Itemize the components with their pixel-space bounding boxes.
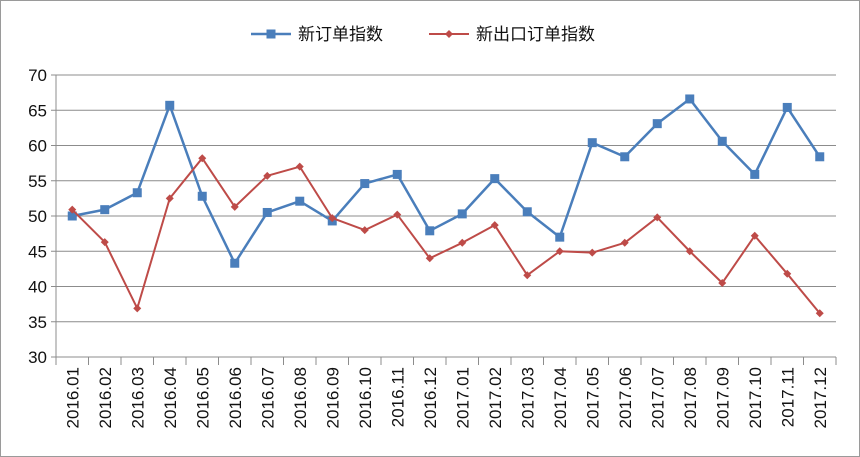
y-tick-label: 55 [28,172,47,191]
data-point [132,188,142,198]
data-point [425,226,435,236]
x-tick-label: 2017.07 [648,367,667,428]
x-tick-label: 2017.09 [713,367,732,428]
data-point [295,162,304,171]
data-point [263,171,272,180]
data-point [133,304,142,313]
data-point [815,152,825,162]
data-point [782,102,792,112]
data-point [67,211,77,221]
y-tick-label: 30 [28,348,47,367]
legend-label-series-1: 新订单指数 [298,25,383,45]
data-point [652,119,662,129]
series-group [67,94,825,318]
legend-marker-series-2 [445,30,453,38]
axes [55,75,836,358]
data-point [815,309,824,318]
y-tick-label: 70 [28,66,47,85]
data-point [230,258,240,268]
data-point [653,213,662,222]
data-point [100,238,109,247]
data-point [750,169,760,179]
data-point [230,202,239,211]
data-point [197,191,207,201]
data-point [393,210,402,219]
x-tick-label: 2017.10 [746,367,765,428]
x-tick-label: 2017.08 [681,367,700,428]
x-tick-label: 2016.05 [193,367,212,428]
data-point [718,278,727,287]
data-point [685,94,695,104]
data-point [685,247,694,256]
y-tick-label: 45 [28,242,47,261]
data-point [165,194,174,203]
y-tick-label: 60 [28,137,47,156]
x-tick-label: 2016.09 [323,367,342,428]
y-tick-label: 65 [28,101,47,120]
data-point [490,174,500,184]
x-tick-label: 2016.10 [356,367,375,428]
data-point [522,207,532,217]
data-point [457,209,467,219]
data-point [100,205,110,215]
data-point [587,138,597,148]
x-tick-label: 2016.04 [161,367,180,428]
data-point [198,154,207,163]
x-tick-label: 2017.04 [551,367,570,428]
x-tick-label: 2017.12 [811,367,830,428]
series-line-1 [72,97,821,265]
x-tick-label: 2016.03 [128,367,147,428]
x-axis-tick-labels: 2016.01 2016.02 2016.03 2016.04 2016.05 2016.… [55,357,837,428]
x-tick-label: 2016.11 [388,367,407,427]
data-point [490,221,499,230]
data-point [555,247,564,256]
x-tick-label: 2016.01 [63,367,82,428]
series-2 [68,154,824,318]
data-point [783,269,792,278]
data-point [165,100,175,110]
legend-item-series-1: 新订单指数 [251,25,383,45]
x-tick-label: 2017.01 [453,367,472,428]
y-axis-tick-labels: 30 35 40 45 50 55 60 65 70 [28,66,47,367]
data-point [262,207,272,217]
x-tick-label: 2016.12 [421,367,440,428]
data-point [68,205,77,214]
data-point [295,196,305,206]
x-tick-label: 2017.06 [616,367,635,428]
series-line-2 [71,157,821,314]
data-point [458,238,467,247]
x-tick-label: 2017.03 [518,367,537,428]
x-tick-label: 2016.08 [291,367,310,428]
data-point [360,226,369,235]
series-1 [67,94,825,268]
y-tick-label: 40 [28,278,47,297]
legend-label-series-2: 新出口订单指数 [476,25,595,45]
x-tick-label: 2016.06 [226,367,245,428]
data-point [523,271,532,280]
legend-marker-series-1 [266,29,276,39]
data-point [392,169,402,179]
x-tick-label: 2017.05 [583,367,602,428]
data-point [588,248,597,257]
y-tick-label: 35 [28,313,47,332]
data-point [717,136,727,146]
gridlines [51,74,836,358]
data-point [555,232,565,242]
legend-item-series-2: 新出口订单指数 [429,25,595,45]
data-point [620,238,629,247]
x-tick-label: 2016.07 [258,367,277,428]
y-tick-label: 50 [28,207,47,226]
x-tick-label: 2016.02 [96,367,115,428]
data-point [620,152,630,162]
data-point [750,231,759,240]
data-point [328,214,337,223]
legend: 新订单指数 新出口订单指数 [251,25,595,45]
x-tick-label: 2017.02 [486,367,505,428]
data-point [360,179,370,189]
x-tick-label: 2017.11 [778,367,797,427]
